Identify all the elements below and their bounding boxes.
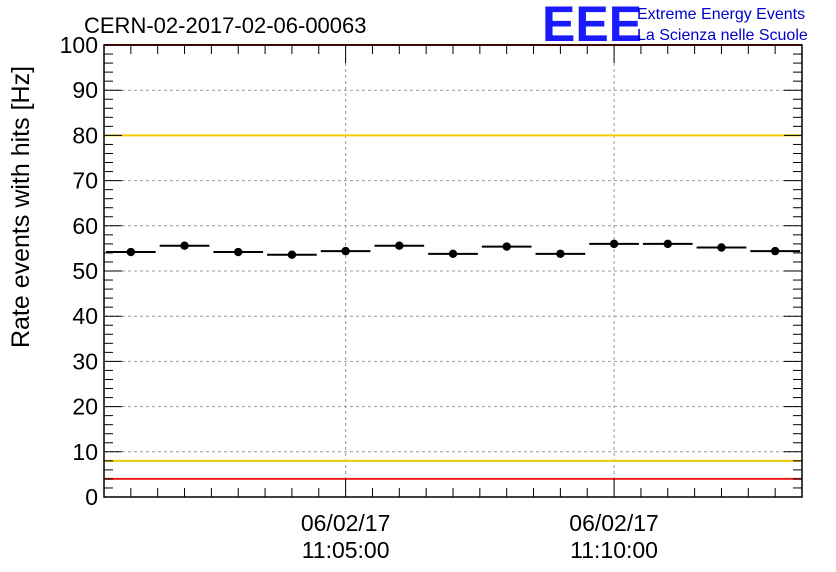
y-tick-label-90: 90: [72, 77, 98, 103]
y-tick-label-0: 0: [85, 484, 98, 510]
y-axis-label: Rate events with hits [Hz]: [7, 66, 35, 348]
data-point-1: [180, 241, 189, 250]
y-tick-label-40: 40: [72, 303, 98, 329]
y-tick-label-80: 80: [72, 122, 98, 148]
y-tick-label-70: 70: [72, 168, 98, 194]
x-tick-label-time-0: 11:05:00: [302, 537, 390, 563]
logo-line2: La Scienza nelle Scuole: [637, 27, 808, 44]
chart-title: CERN-02-2017-02-06-00063: [84, 13, 367, 38]
data-point-8: [556, 249, 565, 259]
data-point-2: [234, 247, 243, 257]
y-tick-label-20: 20: [72, 394, 98, 420]
y-tick-label-50: 50: [72, 258, 98, 284]
y-tick-label-60: 60: [72, 213, 98, 239]
y-tick-label-10: 10: [72, 439, 98, 465]
y-tick-label-30: 30: [72, 348, 98, 374]
logo-mark: EEE: [542, 0, 642, 52]
eee-logo: EEE Extreme Energy Events La Scienza nel…: [542, 0, 808, 52]
data-point-4: [341, 246, 350, 256]
data-series: [106, 239, 800, 259]
data-point-10: [663, 239, 672, 249]
x-tick-label-date-1: 06/02/17: [569, 510, 659, 536]
data-point-12: [770, 246, 780, 256]
x-tick-label-date-0: 06/02/17: [301, 510, 391, 536]
grid-layer: [104, 45, 802, 497]
data-point-9: [609, 239, 619, 249]
data-point-6: [448, 249, 458, 259]
x-tick-label-time-1: 11:10:00: [570, 537, 658, 563]
data-point-11: [717, 243, 726, 252]
data-point-5: [395, 241, 404, 250]
reference-lines: [104, 44, 802, 480]
plot-frame: [103, 44, 803, 498]
y-tick-label-100: 100: [60, 32, 98, 58]
data-point-0: [126, 247, 136, 257]
data-point-7: [502, 242, 511, 251]
tick-labels: 010203040506070809010006/02/1711:05:0006…: [60, 32, 659, 563]
logo-line1: Extreme Energy Events: [637, 6, 805, 23]
data-point-3: [287, 250, 297, 259]
